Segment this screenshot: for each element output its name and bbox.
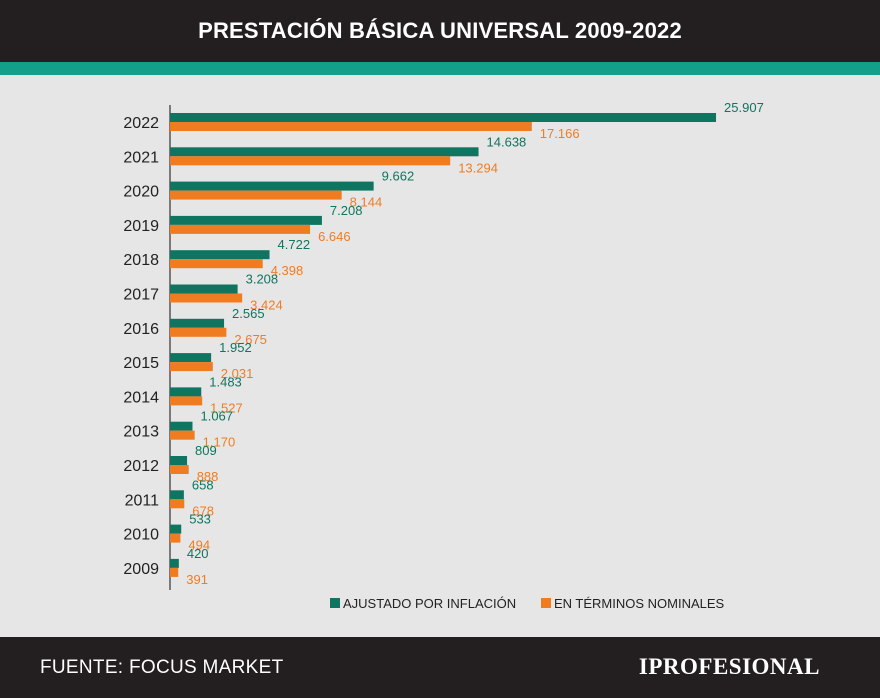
- chart-area: 2022 25.907 17.166 2021 14.638 13.294 2020 9.66…: [0, 75, 880, 637]
- data-label-nominal: 4.398: [271, 263, 304, 278]
- bar-adjusted: [170, 387, 202, 397]
- bar-nominal: [170, 396, 203, 406]
- y-tick-label: 2009: [123, 561, 159, 578]
- y-tick-label: 2011: [125, 492, 160, 509]
- data-label-adjusted: 1.483: [209, 374, 242, 389]
- bar-adjusted: [170, 421, 193, 431]
- legend-swatch: [330, 598, 340, 608]
- bar-nominal: [170, 122, 532, 131]
- footer: FUENTE: FOCUS MARKET IPROFESIONAL: [0, 637, 880, 698]
- bar-adjusted: [170, 456, 188, 465]
- data-label-nominal: 8.144: [350, 195, 383, 210]
- y-tick-label: 2016: [123, 321, 159, 338]
- y-tick-label: 2021: [123, 149, 159, 166]
- legend-label: EN TÉRMINOS NOMINALES: [554, 596, 725, 611]
- data-label-nominal: 2.031: [221, 366, 254, 381]
- y-tick-label: 2022: [123, 115, 159, 132]
- data-label-adjusted: 2.565: [232, 306, 265, 321]
- bar-nominal: [170, 327, 227, 337]
- y-tick-label: 2010: [123, 527, 159, 544]
- source-note: FUENTE: FOCUS MARKET: [40, 657, 284, 678]
- data-label-nominal: 3.424: [250, 298, 283, 313]
- data-label-adjusted: 9.662: [382, 169, 415, 184]
- y-tick-label: 2014: [123, 389, 159, 406]
- chart-title: PRESTACIÓN BÁSICA UNIVERSAL 2009-2022: [198, 18, 682, 43]
- bar-adjusted: [170, 113, 717, 122]
- data-label-adjusted: 14.638: [487, 134, 527, 149]
- data-label-adjusted: 1.067: [200, 409, 233, 424]
- data-label-nominal: 494: [188, 538, 210, 553]
- y-tick-label: 2015: [123, 355, 159, 372]
- data-label-adjusted: 420: [187, 546, 209, 561]
- bar-nominal: [170, 430, 195, 440]
- bar-adjusted: [170, 284, 238, 294]
- y-tick-label: 2020: [123, 184, 159, 201]
- bar-adjusted: [170, 181, 374, 191]
- data-label-nominal: 678: [192, 503, 214, 518]
- bar-nominal: [170, 156, 451, 166]
- data-label-nominal: 391: [186, 572, 208, 587]
- data-label-adjusted: 809: [195, 443, 217, 458]
- bar-nominal: [170, 190, 342, 200]
- data-label-adjusted: 25.907: [724, 100, 764, 115]
- data-label-nominal: 1.170: [203, 435, 236, 450]
- data-label-nominal: 888: [197, 469, 219, 484]
- bar-adjusted: [170, 215, 322, 225]
- data-label-nominal: 1.527: [210, 400, 243, 415]
- bar-nominal: [170, 259, 263, 269]
- data-label-adjusted: 4.722: [278, 237, 311, 252]
- y-tick-label: 2018: [123, 252, 159, 269]
- brand-logo: IPROFESIONAL: [638, 654, 820, 679]
- legend-swatch: [541, 598, 551, 608]
- bar-nominal: [170, 465, 189, 474]
- data-label-adjusted: 1.952: [219, 340, 252, 355]
- data-label-adjusted: 7.208: [330, 203, 363, 218]
- bar-adjusted: [170, 558, 179, 568]
- legend-label: AJUSTADO POR INFLACIÓN: [343, 596, 516, 611]
- bar-adjusted: [170, 318, 225, 328]
- bar-nominal: [170, 533, 181, 543]
- bar-nominal: [170, 499, 185, 509]
- data-label-nominal: 13.294: [458, 160, 498, 175]
- bar-nominal: [170, 293, 243, 303]
- y-tick-label: 2019: [123, 218, 159, 235]
- y-tick-label: 2012: [123, 458, 159, 475]
- y-tick-label: 2017: [123, 287, 159, 304]
- chart-header: PRESTACIÓN BÁSICA UNIVERSAL 2009-2022: [0, 0, 880, 62]
- bar-adjusted: [170, 250, 270, 260]
- bar-adjusted: [170, 353, 212, 363]
- data-label-adjusted: 658: [192, 477, 214, 492]
- bar-adjusted: [170, 524, 182, 534]
- data-label-nominal: 2.675: [234, 332, 267, 347]
- bar-chart: 2022 25.907 17.166 2021 14.638 13.294 2020 9.66…: [123, 100, 764, 611]
- data-label-nominal: 17.166: [540, 126, 580, 141]
- y-tick-label: 2013: [123, 424, 159, 441]
- data-label-adjusted: 533: [189, 512, 211, 527]
- data-label-nominal: 6.646: [318, 229, 351, 244]
- accent-strip: [0, 62, 880, 75]
- data-label-adjusted: 3.208: [246, 272, 279, 287]
- bar-nominal: [170, 224, 311, 234]
- bar-adjusted: [170, 147, 479, 157]
- bar-nominal: [170, 567, 179, 577]
- bar-nominal: [170, 362, 213, 372]
- bar-adjusted: [170, 490, 184, 500]
